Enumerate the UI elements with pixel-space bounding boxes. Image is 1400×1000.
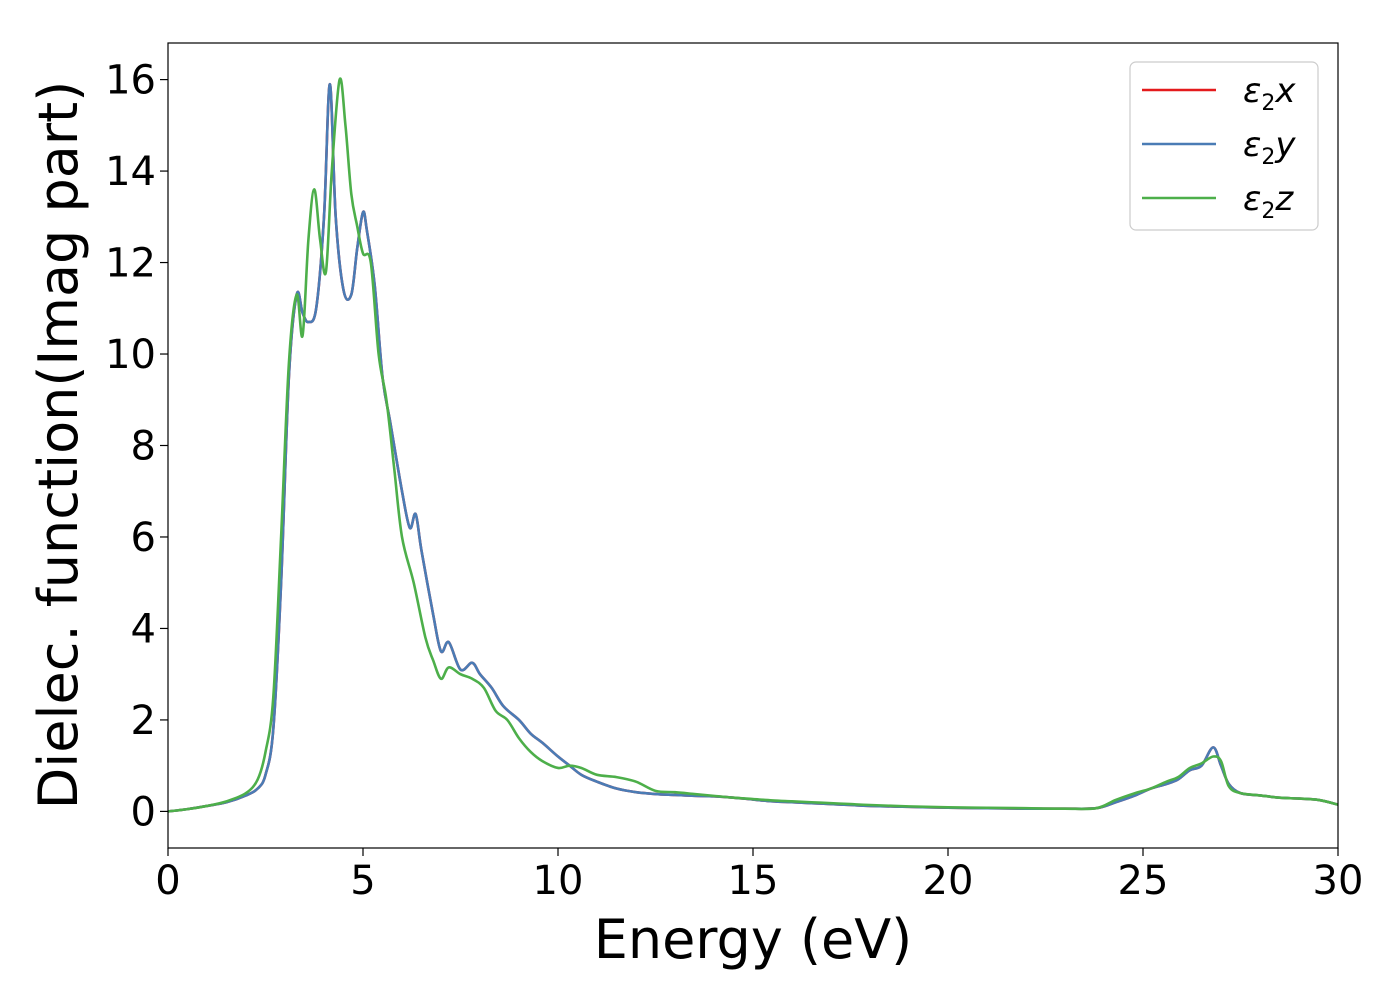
x-tick-label: 20 [923, 858, 974, 904]
y-axis: 0 2 4 6 8 10 12 14 16 [105, 58, 168, 835]
y-tick-label: 6 [131, 515, 156, 561]
legend: ε2x ε2y ε2z [1129, 61, 1319, 231]
legend-entry-x: ε2x [1243, 71, 1296, 116]
series-line-y [167, 82, 1339, 813]
x-tick-label: 0 [155, 858, 180, 904]
y-axis-label: Dielec. function(Imag part) [27, 81, 90, 810]
y-tick-label: 2 [131, 698, 156, 744]
y-tick-label: 12 [105, 241, 156, 287]
y-tick-label: 0 [131, 789, 156, 835]
x-tick-label: 25 [1118, 858, 1169, 904]
y-tick-label: 10 [105, 332, 156, 378]
legend-entry-z: ε2z [1243, 179, 1294, 224]
y-tick-label: 8 [131, 424, 156, 470]
x-axis-label: Energy (eV) [594, 908, 913, 971]
x-tick-label: 15 [728, 858, 779, 904]
x-tick-label: 30 [1313, 858, 1364, 904]
legend-box [1129, 61, 1319, 231]
series-line-z [167, 77, 1339, 813]
x-tick-label: 5 [350, 858, 375, 904]
series-layer [167, 77, 1339, 813]
x-axis: 0 5 10 15 20 25 30 [155, 848, 1363, 904]
y-tick-label: 16 [105, 58, 156, 104]
x-tick-label: 10 [533, 858, 584, 904]
y-tick-label: 14 [105, 149, 156, 195]
y-tick-label: 4 [131, 606, 156, 652]
legend-entry-y: ε2y [1243, 125, 1296, 170]
